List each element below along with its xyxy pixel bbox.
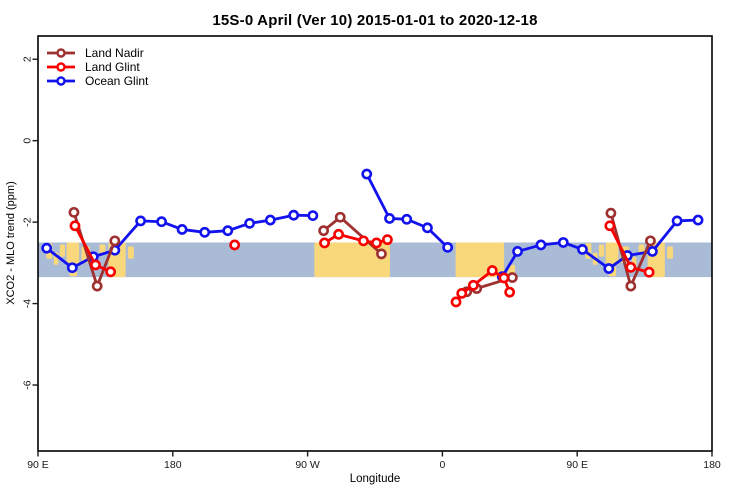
data-point-land-glint <box>333 228 345 240</box>
data-point-ocean-glint <box>41 242 53 254</box>
legend-marker-ocean-glint <box>47 75 75 86</box>
data-point-ocean-glint <box>535 239 547 251</box>
data-point-land-glint <box>319 237 330 249</box>
data-point-ocean-glint <box>135 215 146 227</box>
data-point-land-nadir <box>318 225 330 237</box>
data-point-land-glint <box>456 287 468 299</box>
data-point-ocean-glint <box>384 213 395 224</box>
data-point-land-glint <box>358 235 369 247</box>
x-tick-label: 180 <box>164 459 182 471</box>
y-tick-label: -4 <box>22 299 34 308</box>
land-mass <box>66 242 80 265</box>
x-tick-label: 90 E <box>27 459 49 471</box>
y-tick-label: 0 <box>22 138 34 144</box>
data-point-ocean-glint <box>646 246 658 257</box>
legend-label-land-nadir: Land Nadir <box>85 45 144 60</box>
data-point-land-glint <box>625 261 637 273</box>
data-point-land-nadir <box>376 248 387 260</box>
data-point-land-nadir <box>91 280 103 292</box>
data-point-land-glint <box>371 237 382 249</box>
data-point-ocean-glint <box>361 168 373 180</box>
data-point-land-glint <box>450 296 462 308</box>
data-point-ocean-glint <box>422 222 433 234</box>
land-mass <box>667 246 674 259</box>
legend-item-land-nadir: Land Nadir <box>46 45 148 60</box>
data-point-ocean-glint <box>66 262 78 274</box>
data-point-ocean-glint <box>671 215 683 227</box>
data-point-land-glint <box>504 286 516 298</box>
land-mass <box>598 244 605 257</box>
legend-marker-land-nadir <box>47 47 75 58</box>
legend-item-land-glint: Land Glint <box>46 59 148 74</box>
data-point-land-nadir <box>334 211 346 223</box>
y-tick-label: -6 <box>22 380 34 389</box>
data-point-ocean-glint <box>603 263 615 274</box>
land-mass <box>314 242 390 278</box>
data-point-ocean-glint <box>176 224 188 235</box>
x-tick-label: 180 <box>703 459 721 471</box>
data-point-land-glint <box>382 234 393 246</box>
data-point-land-nadir <box>68 206 80 218</box>
data-point-land-glint <box>498 272 510 284</box>
series-line-ocean-glint <box>365 172 450 249</box>
data-point-land-glint <box>229 239 241 251</box>
data-point-land-glint <box>486 265 498 276</box>
legend-label-ocean-glint: Ocean Glint <box>85 73 149 88</box>
data-point-ocean-glint <box>199 226 211 238</box>
data-point-ocean-glint <box>156 216 167 228</box>
x-axis-title: Longitude <box>349 473 401 485</box>
x-tick-label: 90 E <box>566 459 588 471</box>
data-point-ocean-glint <box>401 213 413 225</box>
data-point-land-glint <box>604 220 616 232</box>
legend-label-land-glint: Land Glint <box>85 59 140 74</box>
data-point-ocean-glint <box>577 244 588 255</box>
x-tick-label: 0 <box>439 459 445 471</box>
data-point-ocean-glint <box>264 214 276 226</box>
data-point-ocean-glint <box>288 209 300 221</box>
data-point-land-nadir <box>506 272 518 283</box>
x-tick-label: 90 W <box>295 459 320 471</box>
y-tick-label: 2 <box>22 56 34 62</box>
data-point-land-nadir <box>605 207 617 219</box>
data-point-ocean-glint <box>222 225 234 237</box>
data-point-land-glint <box>90 259 101 271</box>
data-point-ocean-glint <box>692 214 704 226</box>
y-tick-label: -2 <box>22 217 34 226</box>
data-point-land-nadir <box>625 280 637 292</box>
chart-title: 15S-0 April (Ver 10) 2015-01-01 to 2020-… <box>212 12 538 29</box>
data-point-land-glint <box>468 279 479 291</box>
y-axis-title: XCO2 - MLO trend (ppm) <box>5 181 17 305</box>
data-point-ocean-glint <box>557 237 569 248</box>
series-line-ocean-glint <box>500 218 700 279</box>
data-point-land-nadir <box>109 235 121 247</box>
data-point-ocean-glint <box>512 246 523 257</box>
legend-item-ocean-glint: Ocean Glint <box>46 73 149 88</box>
data-point-land-nadir <box>645 235 656 247</box>
land-mass <box>605 242 619 265</box>
land-mass <box>59 244 65 257</box>
data-point-land-glint <box>105 266 117 278</box>
data-point-land-glint <box>643 266 655 278</box>
legend: Land Nadir Land Glint Ocean Glint <box>46 46 148 88</box>
data-point-ocean-glint <box>244 217 256 229</box>
data-point-land-glint <box>69 220 81 232</box>
land-mass <box>127 246 134 259</box>
data-point-ocean-glint <box>442 241 454 253</box>
legend-marker-land-glint <box>47 61 75 72</box>
plot-box <box>37 35 713 452</box>
data-point-ocean-glint <box>307 210 319 222</box>
